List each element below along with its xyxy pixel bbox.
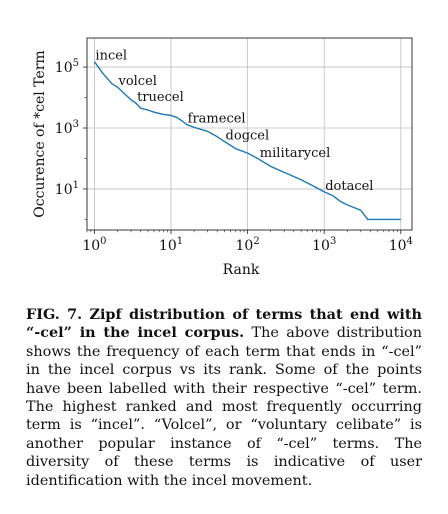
y-tick-base: 10	[55, 121, 73, 137]
x-tick-label: 100	[82, 236, 106, 254]
y-tick-exponent: 3	[73, 119, 79, 130]
x-axis-label: Rank	[223, 262, 260, 278]
y-tick-exponent: 1	[73, 180, 79, 191]
annotation-label: militarycel	[260, 146, 330, 161]
x-tick-base: 10	[159, 238, 177, 254]
x-tick-label: 102	[236, 236, 260, 254]
x-tick-exponent: 3	[330, 236, 336, 247]
annotation-label: volcel	[117, 74, 156, 89]
plot-frame	[86, 37, 413, 231]
x-tick-exponent: 2	[253, 236, 259, 247]
y-tick-label: 103	[55, 119, 79, 137]
x-tick-base: 10	[236, 238, 254, 254]
y-tick-exponent: 5	[73, 58, 79, 69]
x-tick-label: 103	[312, 236, 336, 254]
x-tick-exponent: 4	[407, 236, 413, 247]
series-group	[93, 61, 401, 221]
x-tick-exponent: 1	[177, 236, 183, 247]
x-tick-base: 10	[389, 238, 407, 254]
grid-lines	[87, 38, 412, 230]
x-tick-base: 10	[312, 238, 330, 254]
series-line	[93, 61, 401, 221]
y-tick-base: 10	[55, 182, 73, 198]
y-tick-base: 10	[55, 60, 73, 76]
caption-lead: FIG. 7. Zipf distribution of terms that …	[26, 306, 422, 342]
annotation-label: truecel	[137, 90, 184, 105]
y-tick-label: 101	[55, 180, 79, 198]
x-tick-exponent: 0	[100, 236, 106, 247]
annotation-label: incel	[95, 49, 127, 64]
caption-body: The above distribution shows the frequen…	[26, 325, 422, 489]
y-axis-label: Occurence of *cel Term	[32, 50, 48, 217]
figure-caption: FIG. 7. Zipf distribution of terms that …	[26, 306, 422, 490]
x-tick-label: 101	[159, 236, 183, 254]
annotation-label: dotacel	[325, 179, 373, 194]
annotation-label: dogcel	[226, 129, 270, 144]
annotation-label: framecel	[188, 112, 246, 127]
y-tick-label: 105	[55, 58, 79, 76]
x-tick-label: 104	[389, 236, 413, 254]
x-tick-base: 10	[82, 238, 100, 254]
